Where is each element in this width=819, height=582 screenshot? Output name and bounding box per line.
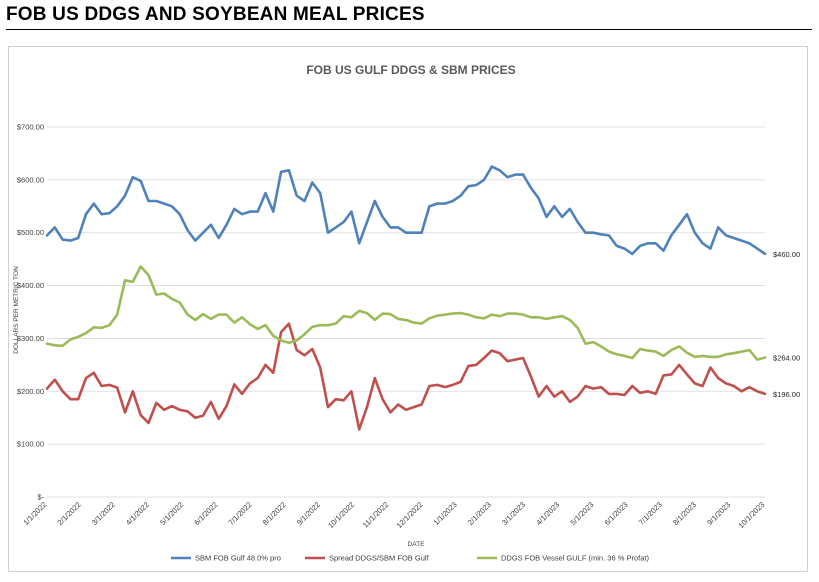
end-labels: $460.00 $196.00 $264.00: [773, 250, 800, 399]
y-tick-labels: $- $100.00 $200.00 $300.00 $400.00 $500.00 $60…: [17, 123, 45, 502]
x-tick-label: 12/1/2022: [395, 500, 425, 530]
x-tick-label: 8/1/2023: [671, 500, 698, 527]
end-label-1: $196.00: [773, 390, 800, 399]
x-tick-label: 6/1/2022: [192, 500, 219, 527]
y-axis-label: DOLLARS PER METRIC TON: [13, 266, 20, 354]
x-tick-label: 3/1/2022: [90, 500, 117, 527]
legend-label-1: Spread DDGS/SBM FOB Gulf: [329, 554, 430, 563]
series-lines: [45, 165, 767, 431]
legend-label-0: SBM FOB Gulf 48.0% pro: [195, 554, 281, 563]
x-tick-label: 6/1/2023: [603, 500, 630, 527]
end-label-0: $460.00: [773, 250, 800, 259]
gridlines: [47, 126, 765, 498]
series-line-1: [45, 322, 767, 431]
title-rule: [6, 29, 812, 30]
x-tick-label: 8/1/2022: [261, 500, 288, 527]
x-tick-label: 1/1/2022: [21, 500, 48, 527]
y-tick-label: $700.00: [17, 123, 44, 132]
y-tick-label: $500.00: [17, 228, 44, 237]
y-tick-label: $200.00: [17, 387, 44, 396]
y-tick-label: $400.00: [17, 281, 44, 290]
x-tick-label: 5/1/2023: [568, 500, 595, 527]
x-tick-label: 7/1/2023: [637, 500, 664, 527]
x-tick-label: 3/1/2023: [500, 500, 527, 527]
chart-frame: FOB US GULF DDGS & SBM PRICES $- $100.00 $…: [8, 46, 808, 572]
x-tick-label: 2/1/2023: [466, 500, 493, 527]
x-tick-label: 7/1/2022: [227, 500, 254, 527]
x-tick-label: 5/1/2022: [158, 500, 185, 527]
end-label-2: $264.00: [773, 353, 800, 362]
series-line-0: [45, 165, 767, 256]
x-tick-label: 9/1/2023: [705, 500, 732, 527]
legend: SBM FOB Gulf 48.0% pro Spread DDGS/SBM FO…: [171, 554, 649, 563]
y-tick-label: $100.00: [17, 440, 44, 449]
chart-title: FOB US GULF DDGS & SBM PRICES: [306, 63, 515, 77]
legend-label-2: DDGS FOB Vessel GULF (min. 36 % Profat): [501, 554, 649, 563]
x-tick-label: 10/1/2022: [326, 500, 356, 530]
x-tick-label: 2/1/2022: [56, 500, 83, 527]
x-tick-label: 1/1/2023: [432, 500, 459, 527]
series-line-2: [45, 265, 767, 361]
x-tick-label: 11/1/2022: [361, 500, 391, 530]
y-tick-label: $-: [37, 493, 44, 502]
y-tick-label: $600.00: [17, 175, 44, 184]
x-tick-label: 4/1/2023: [534, 500, 561, 527]
x-axis-label: DATE: [408, 541, 426, 548]
x-tick-label: 10/1/2023: [736, 500, 766, 530]
x-tick-label: 4/1/2022: [124, 500, 151, 527]
y-tick-label: $300.00: [17, 334, 44, 343]
x-tick-labels: 1/1/2022 2/1/2022 3/1/2022 4/1/2022 5/1/2022…: [21, 500, 766, 530]
line-chart: FOB US GULF DDGS & SBM PRICES $-$100.00$…: [13, 63, 800, 563]
x-tick-label: 9/1/2022: [295, 500, 322, 527]
page-title: FOB US DDGS AND SOYBEAN MEAL PRICES: [6, 4, 425, 25]
